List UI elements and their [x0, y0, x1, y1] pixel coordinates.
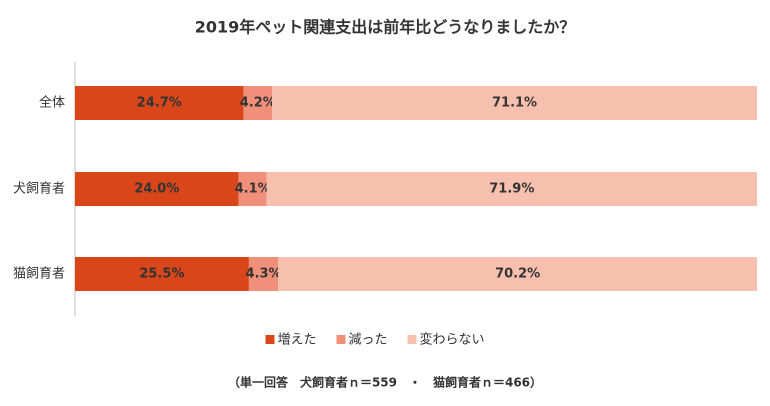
value-label: 25.5%: [139, 267, 184, 282]
y-tick-label: 犬飼育者: [13, 181, 65, 197]
value-label: 24.0%: [134, 182, 179, 197]
legend-label: 増えた: [278, 333, 317, 348]
y-tick-label: 全体: [39, 95, 65, 111]
legend-label: 減った: [349, 332, 388, 348]
value-label: 24.7%: [137, 96, 182, 111]
value-label: 70.2%: [495, 267, 540, 282]
legend-swatch: [265, 335, 275, 344]
bar-segment: [243, 86, 273, 120]
bar-segment: [75, 257, 249, 291]
bar-segment: [278, 257, 757, 291]
legend-label: 変わらない: [420, 332, 485, 348]
value-label: 4.2%: [240, 96, 276, 111]
legend-swatch: [407, 335, 417, 344]
bar-segment: [238, 172, 267, 206]
value-label: 4.3%: [246, 267, 282, 282]
bar-segment: [272, 86, 757, 120]
bar-segment: [75, 172, 239, 206]
value-label: 71.9%: [489, 182, 534, 197]
value-label: 4.1%: [235, 182, 271, 197]
value-label: 71.1%: [492, 96, 537, 111]
legend-swatch: [336, 335, 346, 344]
footnote: （単一回答 犬飼育者ｎ＝559 ・ 猫飼育者ｎ＝466）: [228, 375, 542, 390]
bar-segment: [75, 86, 244, 120]
bar-segment: [266, 172, 757, 206]
bar-segment: [248, 257, 279, 291]
y-tick-label: 猫飼育者: [13, 266, 65, 282]
chart-title: 2019年ペット関連支出は前年比どうなりましたか？: [195, 18, 576, 37]
